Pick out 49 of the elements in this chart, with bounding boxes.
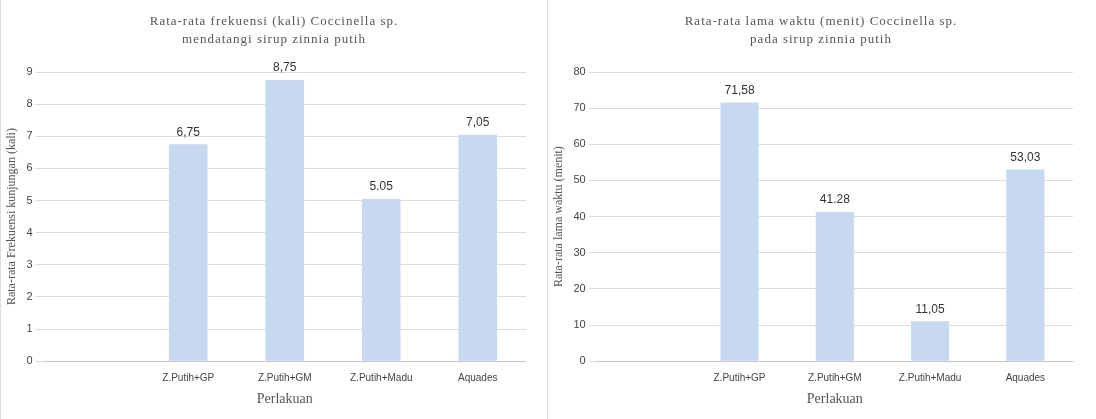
data-label: 5.05 [369,179,394,194]
x-tick-label: Aquades [1005,371,1046,383]
y-tick-label: 80 [573,65,586,78]
y-axis-title: Rata-rata Frekuensi kunjungan (kali) [4,128,19,306]
x-tick-label: Z.Putih+GM [257,371,312,383]
y-tick-label: 7 [26,129,33,142]
y-tick-label: 8 [26,97,33,110]
chart-title: Rata-rata lama waktu (menit) Coccinella sp. pada sirup zinnia putih [683,12,959,48]
x-tick-label: Aquades [458,371,498,383]
x-axis-title: Perlakuan [806,391,863,407]
y-tick-label: 4 [26,225,33,238]
x-tick-label: Z.Putih+GM [808,371,862,383]
y-tick-label: 1 [26,322,33,335]
y-tick-label: 3 [26,257,33,270]
data-label: 6,75 [176,124,201,139]
x-tick-label: Z.Putih+GP [162,371,215,383]
y-tick-label: 0 [579,354,586,367]
data-label: 11,05 [915,301,945,316]
y-tick-label: 40 [573,209,586,222]
y-axis-title: Rata-rata lama waktu (menit) [551,146,566,288]
y-tick-label: 30 [573,245,586,258]
y-tick-label: 6 [26,161,33,174]
data-label: 53,03 [1010,149,1041,164]
y-tick-label: 9 [26,65,33,78]
data-label: 41.28 [819,192,851,207]
bar [815,211,854,361]
bar [911,321,950,361]
bar [1006,169,1045,361]
x-tick-label: Z.Putih+GP [713,371,766,383]
bar [168,144,208,361]
y-tick-label: 0 [26,354,33,367]
bar [458,134,498,361]
x-tick-label: Z.Putih+Madu [898,371,962,383]
x-axis-title: Perlakuan [256,391,313,407]
y-tick-label: 20 [573,281,586,294]
bar [361,198,401,361]
bar [265,80,305,361]
y-tick-label: 5 [26,193,33,206]
data-label: 7,05 [466,114,490,129]
data-label: 71,58 [724,82,755,97]
y-tick-label: 2 [26,289,33,302]
chart-title: Rata-rata frekuensi (kali) Coccinella sp. mendatangi sirup zinnia putih [148,12,400,48]
y-tick-label: 60 [573,137,586,150]
data-label: 8,75 [273,60,297,75]
y-tick-label: 50 [573,173,586,186]
y-tick-label: 10 [573,318,586,331]
bar [720,102,759,361]
y-tick-label: 70 [573,101,586,114]
x-tick-label: Z.Putih+Madu [349,371,413,383]
